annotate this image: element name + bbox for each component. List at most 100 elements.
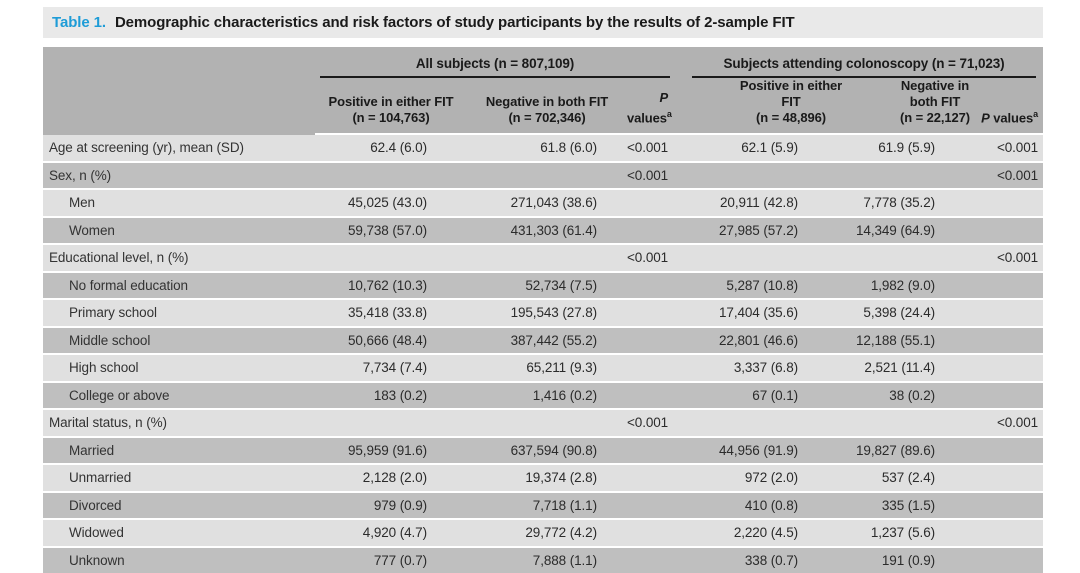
table-cell: <0.001 — [980, 245, 1044, 273]
row-label: Middle school — [43, 327, 315, 355]
table-cell: 95,959 (91.6) — [315, 437, 467, 465]
table-cell: 777 (0.7) — [315, 547, 467, 573]
table-title-bar: Table 1. Demographic characteristics and… — [43, 7, 1043, 38]
table-cell — [980, 190, 1044, 218]
table-row: Unmarried 2,128 (2.0) 19,374 (2.8) 972 (2.0… — [43, 465, 1044, 493]
table-cell: 29,772 (4.2) — [467, 520, 627, 548]
table-cell: 537 (2.4) — [850, 465, 981, 493]
table-cell — [467, 410, 627, 438]
table-cell — [980, 492, 1044, 520]
table-row: No formal education 10,762 (10.3) 52,734 (… — [43, 272, 1044, 300]
table-cell: 50,666 (48.4) — [315, 327, 467, 355]
table-cell: 7,778 (35.2) — [850, 190, 981, 218]
table-cell — [315, 410, 467, 438]
table-cell: 338 (0.7) — [692, 547, 851, 573]
table-row: Married 95,959 (91.6) 637,594 (90.8) 44,956… — [43, 437, 1044, 465]
table-row: Unknown 777 (0.7) 7,888 (1.1) 338 (0.7) 191 … — [43, 547, 1044, 573]
pvalue-italic: P — [659, 89, 669, 105]
table-cell — [980, 547, 1044, 573]
table-cell: 191 (0.9) — [850, 547, 981, 573]
table-cell — [850, 162, 981, 190]
row-label: High school — [43, 355, 315, 383]
table-cell: 335 (1.5) — [850, 492, 981, 520]
table-cell — [627, 217, 693, 245]
table-cell: 5,398 (24.4) — [850, 300, 981, 328]
table-cell: 22,801 (46.6) — [692, 327, 851, 355]
column-header-line1: Negative in both FIT — [485, 94, 609, 109]
table-cell: 2,521 (11.4) — [850, 355, 981, 383]
table-row: Men 45,025 (43.0) 271,043 (38.6) 20,911 (42… — [43, 190, 1044, 218]
table-cell: 410 (0.8) — [692, 492, 851, 520]
table-cell — [980, 327, 1044, 355]
row-label: Sex, n (%) — [43, 162, 315, 190]
table-cell: 62.4 (6.0) — [315, 135, 467, 163]
table-cell — [692, 245, 851, 273]
table-cell: <0.001 — [980, 135, 1044, 163]
column-header: Negative in both FIT (n = 22,127) — [850, 78, 981, 135]
table-cell: 59,738 (57.0) — [315, 217, 467, 245]
table-cell: 3,337 (6.8) — [692, 355, 851, 383]
table-cell — [692, 162, 851, 190]
row-label: Unmarried — [43, 465, 315, 493]
table-cell: 14,349 (64.9) — [850, 217, 981, 245]
table-cell — [627, 355, 693, 383]
column-header: Positive in either FIT (n = 48,896) — [692, 78, 851, 135]
column-header: Negative in both FIT (n = 702,346) — [467, 78, 627, 135]
table-cell: 35,418 (33.8) — [315, 300, 467, 328]
pvalue-rest: values — [627, 110, 667, 125]
row-label: Widowed — [43, 520, 315, 548]
row-label: Men — [43, 190, 315, 218]
table-cell — [627, 465, 693, 493]
table-cell: 19,827 (89.6) — [850, 437, 981, 465]
table-row: Widowed 4,920 (4.7) 29,772 (4.2) 2,220 (4.5… — [43, 520, 1044, 548]
header-group-row: All subjects (n = 807,109) Subjects atten… — [43, 47, 1044, 135]
table-cell: 195,543 (27.8) — [467, 300, 627, 328]
pvalue-rest: values — [989, 110, 1034, 125]
table-cell — [850, 245, 981, 273]
table-cell: <0.001 — [627, 135, 693, 163]
group-header-label: All subjects (n = 807,109) — [320, 55, 671, 78]
table-cell: 17,404 (35.6) — [692, 300, 851, 328]
table-cell — [627, 382, 693, 410]
table-cell — [627, 492, 693, 520]
table-row: College or above 183 (0.2) 1,416 (0.2) 67 (… — [43, 382, 1044, 410]
table-row: Women 59,738 (57.0) 431,303 (61.4) 27,985 (… — [43, 217, 1044, 245]
table-cell — [850, 410, 981, 438]
table-cell: 7,734 (7.4) — [315, 355, 467, 383]
table-cell — [627, 327, 693, 355]
table-row: Educational level, n (%) <0.001 <0.001 — [43, 245, 1044, 273]
table-cell: 637,594 (90.8) — [467, 437, 627, 465]
table-cell: <0.001 — [980, 162, 1044, 190]
column-header-line2: (n = 702,346) — [508, 110, 586, 125]
table-cell: 4,920 (4.7) — [315, 520, 467, 548]
table-cell: 2,128 (2.0) — [315, 465, 467, 493]
column-header: Positive in either FIT (n = 104,763) — [315, 78, 467, 135]
table-cell: 61.9 (5.9) — [850, 135, 981, 163]
table-number-label: Table 1. — [52, 14, 106, 31]
column-header-line2: (n = 104,763) — [352, 110, 430, 125]
table-cell: 52,734 (7.5) — [467, 272, 627, 300]
table-cell — [980, 272, 1044, 300]
group-header: Subjects attending colonoscopy (n = 71,0… — [692, 47, 1044, 78]
table-cell: 27,985 (57.2) — [692, 217, 851, 245]
table-header: All subjects (n = 807,109) Subjects atten… — [43, 47, 1044, 135]
table-cell: 10,762 (10.3) — [315, 272, 467, 300]
table-cell — [627, 437, 693, 465]
table-row: High school 7,734 (7.4) 65,211 (9.3) 3,337 … — [43, 355, 1044, 383]
table-cell: 1,416 (0.2) — [467, 382, 627, 410]
table-cell: 12,188 (55.1) — [850, 327, 981, 355]
table-row: Divorced 979 (0.9) 7,718 (1.1) 410 (0.8) 335… — [43, 492, 1044, 520]
table-cell: 65,211 (9.3) — [467, 355, 627, 383]
row-label: Primary school — [43, 300, 315, 328]
table-cell: 271,043 (38.6) — [467, 190, 627, 218]
table-body: Age at screening (yr), mean (SD) 62.4 (6.… — [43, 135, 1044, 573]
table-cell: 38 (0.2) — [850, 382, 981, 410]
table-cell — [627, 300, 693, 328]
row-label: Age at screening (yr), mean (SD) — [43, 135, 315, 163]
table-cell: 67 (0.1) — [692, 382, 851, 410]
table-cell: 45,025 (43.0) — [315, 190, 467, 218]
table-cell — [980, 300, 1044, 328]
table-cell: 972 (2.0) — [692, 465, 851, 493]
column-header: P valuesa — [627, 78, 693, 135]
table-cell: 387,442 (55.2) — [467, 327, 627, 355]
